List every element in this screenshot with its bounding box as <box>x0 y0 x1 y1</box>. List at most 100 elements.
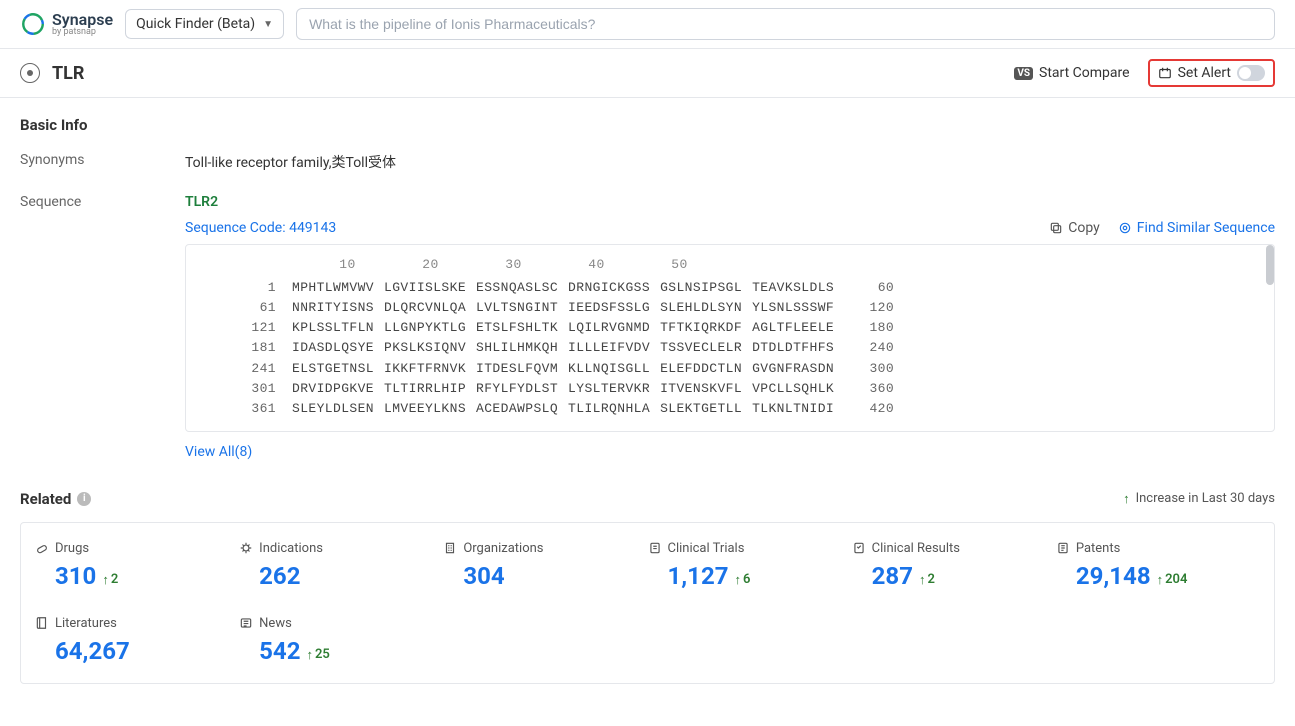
content-area: Basic Info Synonyms Toll-like receptor f… <box>0 98 1295 714</box>
seq-chunk: LGVIISLSKE <box>384 278 466 298</box>
stat-news[interactable]: News542↑ 25 <box>239 616 443 665</box>
ruler-tick: 40 <box>555 257 638 272</box>
stat-literatures[interactable]: Literatures 64,267 <box>35 616 239 665</box>
logo[interactable]: Synapse by patsnap <box>20 11 113 37</box>
seq-chunk: SLEHLDLSYN <box>660 298 742 318</box>
chevron-down-icon: ▼ <box>263 19 273 30</box>
seq-chunks: IDASDLQSYEPKSLKSIQNVSHLILHMKQHILLLEIFVDV… <box>292 338 834 358</box>
seq-chunk: PKSLKSIQNV <box>384 338 466 358</box>
building-icon <box>443 541 457 555</box>
stat-value: 29,148 <box>1056 562 1151 590</box>
synapse-logo-icon <box>20 11 46 37</box>
seq-chunks: MPHTLWMVWVLGVIISLSKEESSNQASLSCDRNGICKGSS… <box>292 278 834 298</box>
patent-icon <box>1056 541 1070 555</box>
seq-end-pos: 120 <box>834 298 894 318</box>
stat-label: Drugs <box>35 541 239 556</box>
stat-label-text: Clinical Trials <box>668 541 745 556</box>
seq-chunk: DTDLDTFHFS <box>752 338 834 358</box>
stat-value: 310 <box>35 562 96 590</box>
stat-drugs[interactable]: Drugs 310 ↑ 2 <box>35 541 239 590</box>
vs-icon: VS <box>1014 67 1033 80</box>
stat-value: 542 <box>239 637 300 665</box>
find-similar-label: Find Similar Sequence <box>1137 220 1275 236</box>
related-grid: Drugs 310 ↑ 2 Indications 262 Organizations 30… <box>20 522 1275 684</box>
synonyms-label: Synonyms <box>20 152 185 172</box>
start-compare-button[interactable]: VS Start Compare <box>1014 65 1129 81</box>
stat-value: 64,267 <box>35 637 130 665</box>
stat-value-row: 64,267 <box>35 637 239 665</box>
seq-chunk: VPCLLSQHLK <box>752 379 834 399</box>
arrow-up-icon: ↑ <box>734 572 741 588</box>
book-icon <box>35 616 49 630</box>
seq-chunk: GVGNFRASDN <box>752 359 834 379</box>
stat-clinical_results[interactable]: Clinical Results 287↑ 2 <box>852 541 1056 590</box>
search-input[interactable] <box>296 8 1275 40</box>
seq-chunk: SLEKTGETLL <box>660 399 742 419</box>
seq-chunks: ELSTGETNSLIKKFTFRNVKITDESLFQVMKLLNQISGLL… <box>292 359 834 379</box>
ruler-tick: 50 <box>638 257 721 272</box>
seq-start-pos: 361 <box>202 399 292 419</box>
seq-chunk: LVLTSNGINT <box>476 298 558 318</box>
sequence-row: 241ELSTGETNSLIKKFTFRNVKITDESLFQVMKLLNQIS… <box>202 359 1258 379</box>
seq-chunk: ITDESLFQVM <box>476 359 558 379</box>
stat-label-text: Literatures <box>55 616 117 631</box>
stat-label-text: Patents <box>1076 541 1121 556</box>
seq-chunk: TLTIRRLHIP <box>384 379 466 399</box>
stat-value: 262 <box>239 562 300 590</box>
stat-label: Indications <box>239 541 443 556</box>
page-title: TLR <box>52 63 84 84</box>
quick-finder-dropdown[interactable]: Quick Finder (Beta) ▼ <box>125 9 284 39</box>
seq-chunk: IDASDLQSYE <box>292 338 374 358</box>
arrow-up-icon: ↑ <box>306 647 313 663</box>
seq-chunk: YLSNLSSSWF <box>752 298 834 318</box>
stat-label-text: Clinical Results <box>872 541 960 556</box>
stat-indications[interactable]: Indications 262 <box>239 541 443 590</box>
stat-label: Clinical Trials <box>648 541 852 556</box>
quick-finder-label: Quick Finder (Beta) <box>136 16 255 32</box>
stat-clinical_trials[interactable]: Clinical Trials1,127↑ 6 <box>648 541 852 590</box>
sequence-row: 1MPHTLWMVWVLGVIISLSKEESSNQASLSCDRNGICKGS… <box>202 278 1258 298</box>
ruler-tick: 10 <box>306 257 389 272</box>
seq-chunk: LLGNPYKTLG <box>384 318 466 338</box>
stat-organizations[interactable]: Organizations 304 <box>443 541 647 590</box>
stat-delta: ↑ 2 <box>102 572 118 588</box>
stat-label: Organizations <box>443 541 647 556</box>
virus-icon <box>239 541 253 555</box>
related-header: Related i ↑ Increase in Last 30 days <box>20 490 1275 508</box>
seq-start-pos: 61 <box>202 298 292 318</box>
news-icon <box>239 616 253 630</box>
find-similar-button[interactable]: Find Similar Sequence <box>1118 220 1275 236</box>
arrow-up-icon: ↑ <box>1157 572 1164 588</box>
seq-chunk: NNRITYISNS <box>292 298 374 318</box>
arrow-up-icon: ↑ <box>919 572 926 588</box>
set-alert-button[interactable]: Set Alert <box>1148 59 1275 87</box>
stat-value-row: 542↑ 25 <box>239 637 443 665</box>
seq-chunk: KPLSSLTFLN <box>292 318 374 338</box>
stat-patents[interactable]: Patents 29,148 ↑ 204 <box>1056 541 1260 590</box>
sequence-code-link[interactable]: Sequence Code: 449143 <box>185 220 336 236</box>
sequence-ruler: 1020304050 <box>202 257 1258 272</box>
alert-toggle[interactable] <box>1237 65 1265 81</box>
seq-chunks: KPLSSLTFLNLLGNPYKTLGETSLFSHLTKLQILRVGNMD… <box>292 318 834 338</box>
stat-delta: ↑ 204 <box>1157 572 1188 588</box>
seq-chunks: NNRITYISNSDLQRCVNLQALVLTSNGINTIEEDSFSSLG… <box>292 298 834 318</box>
stat-value: 304 <box>443 562 504 590</box>
view-all-link[interactable]: View All(8) <box>185 444 252 460</box>
info-icon[interactable]: i <box>77 492 91 506</box>
stat-value-row: 287↑ 2 <box>852 562 1056 590</box>
copy-button[interactable]: Copy <box>1049 220 1100 236</box>
seq-start-pos: 241 <box>202 359 292 379</box>
seq-chunk: ETSLFSHLTK <box>476 318 558 338</box>
sequence-row: 301DRVIDPGKVETLTIRRLHIPRFYLFYDLSTLYSLTER… <box>202 379 1258 399</box>
sequence-scrollbar[interactable] <box>1266 245 1274 285</box>
seq-start-pos: 1 <box>202 278 292 298</box>
start-compare-label: Start Compare <box>1039 65 1130 81</box>
seq-chunk: ACEDAWPSLQ <box>476 399 558 419</box>
seq-start-pos: 181 <box>202 338 292 358</box>
seq-chunk: ILLLEIFVDV <box>568 338 650 358</box>
stat-delta: ↑ 2 <box>919 572 935 588</box>
stat-label: Patents <box>1056 541 1260 556</box>
increase-legend: ↑ Increase in Last 30 days <box>1123 491 1275 507</box>
arrow-up-icon: ↑ <box>102 572 109 588</box>
seq-chunk: TSSVECLELR <box>660 338 742 358</box>
